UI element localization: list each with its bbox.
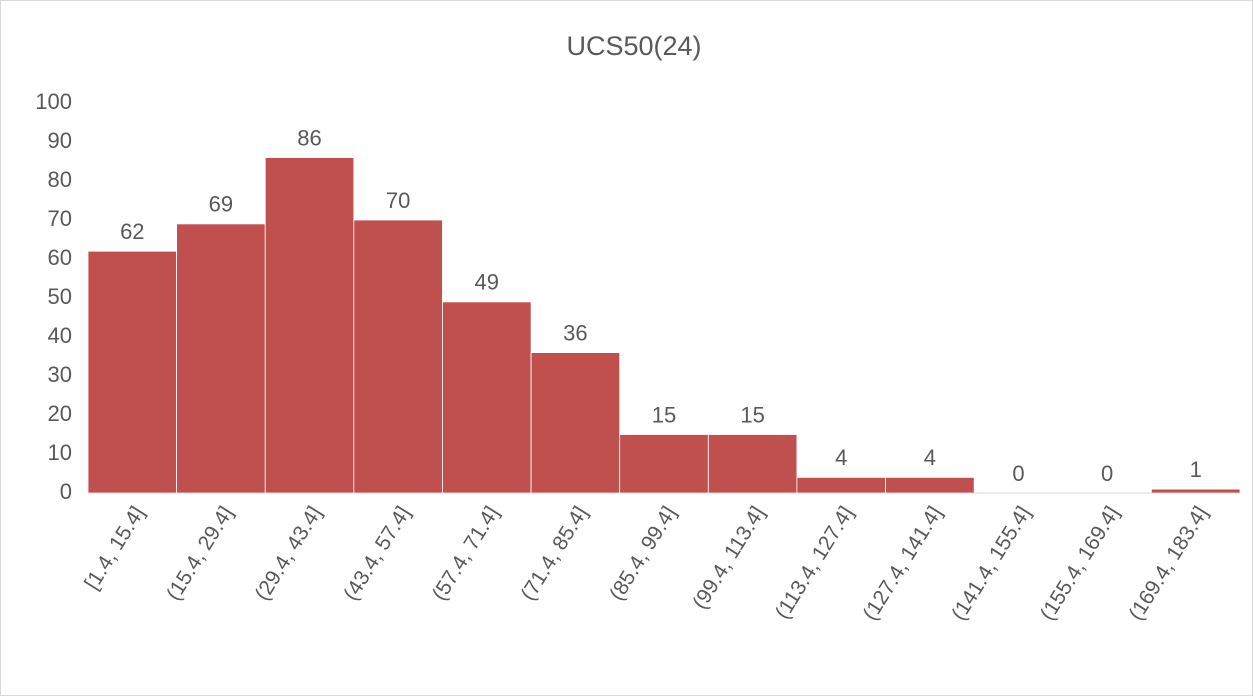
bar [87,250,178,494]
y-tick-label: 10 [48,440,72,465]
value-label: 86 [297,125,321,150]
bar [176,223,266,494]
bar [264,157,355,494]
bar [796,476,886,494]
bar [530,352,621,494]
value-label: 1 [1190,457,1202,482]
y-tick-label: 60 [48,245,72,270]
value-label: 62 [120,219,144,244]
bar [885,476,975,494]
y-tick-label: 70 [48,206,72,231]
value-label: 70 [386,188,410,213]
bar [353,219,443,494]
y-tick-label: 90 [48,128,72,153]
y-tick-label: 50 [48,284,72,309]
value-label: 4 [924,445,936,470]
value-label: 69 [209,192,233,217]
value-label: 4 [835,445,847,470]
chart-title: UCS50(24) [566,31,701,61]
value-label: 15 [740,402,764,427]
y-tick-label: 80 [48,167,72,192]
bar [442,301,532,494]
value-label: 0 [1012,461,1024,486]
y-tick-label: 20 [48,401,72,426]
value-label: 15 [652,402,676,427]
y-tick-label: 40 [48,323,72,348]
bar [707,434,798,494]
y-tick-label: 0 [60,479,72,504]
value-label: 36 [563,320,587,345]
bar [619,434,709,494]
y-tick-label: 100 [35,89,72,114]
bar [1150,488,1241,494]
y-tick-label: 30 [48,362,72,387]
value-label: 49 [475,270,499,295]
value-label: 0 [1101,461,1113,486]
